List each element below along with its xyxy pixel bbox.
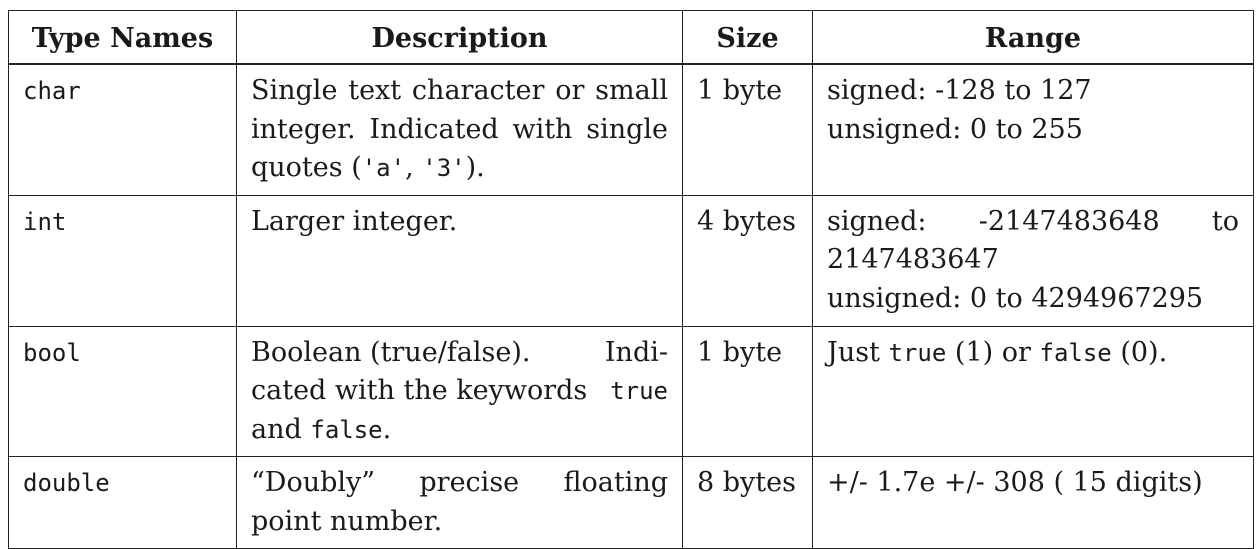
description-line: “Doubly” precise floating <box>251 467 668 498</box>
range-cell: signed: -2147483648 to 2147483647 unsign… <box>812 194 1254 327</box>
data-types-table: Type Names Description Size Range char S… <box>8 10 1254 549</box>
type-cell: double <box>8 456 237 549</box>
table-row: bool Boolean (true/false). Indi- cated w… <box>8 325 1254 457</box>
range-cell: Just true (1) or false (0). <box>812 325 1254 457</box>
size-cell: 1 byte <box>682 63 813 196</box>
type-cell: char <box>8 63 237 196</box>
type-cell: bool <box>8 325 237 457</box>
table-row: int Larger integer. 4 bytes signed: -214… <box>8 194 1254 327</box>
size-cell: 1 byte <box>682 325 813 457</box>
range-cell: signed: -128 to 127 unsigned: 0 to 255 <box>812 63 1254 196</box>
header-size: Size <box>682 10 813 65</box>
description-line: and false. <box>251 413 392 445</box>
range-cell: +/- 1.7e +/- 308 ( 15 digits) <box>812 456 1254 549</box>
range-line: signed: -128 to 127 <box>827 75 1092 106</box>
type-name: bool <box>23 338 81 367</box>
description-cell: “Doubly” precise floating point number. <box>236 456 683 549</box>
header-row: Type Names Description Size Range <box>8 10 1254 65</box>
size-cell: 4 bytes <box>682 194 813 327</box>
size-cell: 8 bytes <box>682 456 813 549</box>
description-cell: Single text character or small integer. … <box>236 63 683 196</box>
type-name: int <box>23 207 67 236</box>
range-line: Just true (1) or false (0). <box>827 336 1168 368</box>
range-line: signed: -2147483648 to <box>827 205 1239 237</box>
header-type-names: Type Names <box>8 10 237 65</box>
description-line: Larger integer. <box>251 205 458 237</box>
data-types-table-container: Type Names Description Size Range char S… <box>8 10 1254 549</box>
header-description: Description <box>236 10 683 65</box>
range-line: 2147483647 <box>827 244 999 275</box>
type-cell: int <box>8 194 237 327</box>
range-line: +/- 1.7e +/- 308 ( 15 digits) <box>827 467 1203 498</box>
description-line: Single text character or small <box>251 75 668 106</box>
description-line: point number. <box>251 505 443 537</box>
range-line: unsigned: 0 to 4294967295 <box>827 282 1204 314</box>
table-row: char Single text character or small inte… <box>8 63 1254 196</box>
description-line: quotes ('a', '3'). <box>251 152 485 183</box>
description-line: Boolean (true/false). Indi- <box>251 336 668 368</box>
description-cell: Larger integer. <box>236 194 683 327</box>
description-line: cated with the keywords true <box>251 375 668 406</box>
description-line: integer. Indicated with single <box>251 113 668 145</box>
range-line: unsigned: 0 to 255 <box>827 113 1083 145</box>
type-name: double <box>23 469 110 497</box>
type-name: char <box>23 77 81 105</box>
description-cell: Boolean (true/false). Indi- cated with t… <box>236 325 683 457</box>
header-range: Range <box>812 10 1254 65</box>
table-row: double “Doubly” precise floating point n… <box>8 456 1254 549</box>
